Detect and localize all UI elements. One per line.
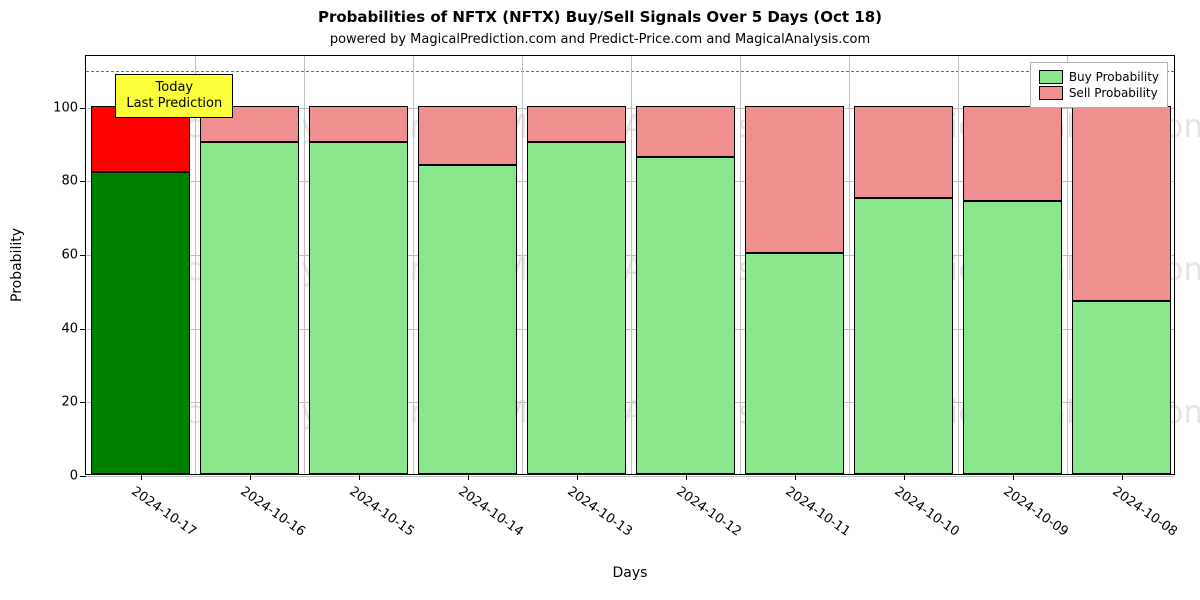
gridline-vertical <box>631 56 632 474</box>
bar-stack <box>1072 106 1170 474</box>
legend-swatch <box>1039 86 1063 100</box>
legend-item: Buy Probability <box>1039 70 1159 84</box>
xtick-label: 2024-10-10 <box>891 484 962 540</box>
xtick-label: 2024-10-12 <box>673 484 744 540</box>
bar-stack <box>854 106 952 474</box>
y-axis-label: Probability <box>9 228 25 302</box>
xtick-mark <box>904 474 905 480</box>
bar-segment-buy <box>636 157 734 474</box>
gridline-vertical <box>304 56 305 474</box>
xtick-mark <box>468 474 469 480</box>
bar-segment-buy <box>745 253 843 474</box>
bar-segment-sell <box>309 106 407 143</box>
gridline-vertical <box>195 56 196 474</box>
xtick-mark <box>1013 474 1014 480</box>
bar-segment-sell <box>745 106 843 253</box>
bar-stack <box>418 106 516 474</box>
ytick-label: 40 <box>36 321 86 336</box>
x-axis-label: Days <box>85 565 1175 581</box>
legend-label: Buy Probability <box>1069 70 1159 84</box>
xtick-mark <box>359 474 360 480</box>
bar-stack <box>200 106 298 474</box>
xtick-mark <box>1122 474 1123 480</box>
bar-segment-buy <box>309 142 407 474</box>
xtick-mark <box>577 474 578 480</box>
chart-container: Probabilities of NFTX (NFTX) Buy/Sell Si… <box>0 0 1200 600</box>
bar-segment-buy <box>963 201 1061 474</box>
callout-line-2: Last Prediction <box>126 96 222 112</box>
bar-segment-buy <box>91 172 189 474</box>
ytick-label: 100 <box>36 100 86 115</box>
bar-stack <box>91 106 189 474</box>
plot-area: MagicalAnalysis.comMagicalAnalysis.comMa… <box>85 55 1175 475</box>
gridline-vertical <box>522 56 523 474</box>
bar-segment-buy <box>527 142 625 474</box>
bar-segment-sell <box>1072 106 1170 301</box>
bar-segment-sell <box>418 106 516 165</box>
gridline-vertical <box>1067 56 1068 474</box>
xtick-mark <box>141 474 142 480</box>
xtick-label: 2024-10-09 <box>1000 484 1071 540</box>
bar-stack <box>745 106 843 474</box>
reference-line <box>86 71 1174 72</box>
legend-swatch <box>1039 70 1063 84</box>
bar-segment-buy <box>854 198 952 474</box>
bar-stack <box>527 106 625 474</box>
ytick-label: 0 <box>36 469 86 484</box>
bar-stack <box>309 106 407 474</box>
legend-label: Sell Probability <box>1069 86 1158 100</box>
xtick-label: 2024-10-13 <box>564 484 635 540</box>
ytick-label: 20 <box>36 395 86 410</box>
callout-line-1: Today <box>126 80 222 96</box>
gridline-vertical <box>849 56 850 474</box>
bar-segment-sell <box>854 106 952 198</box>
bar-segment-buy <box>200 142 298 474</box>
bar-segment-buy <box>1072 301 1170 474</box>
xtick-mark <box>686 474 687 480</box>
xtick-label: 2024-10-17 <box>128 484 199 540</box>
bar-stack <box>636 106 734 474</box>
xtick-mark <box>250 474 251 480</box>
xtick-label: 2024-10-14 <box>455 484 526 540</box>
xtick-label: 2024-10-08 <box>1109 484 1180 540</box>
ytick-label: 60 <box>36 247 86 262</box>
legend-item: Sell Probability <box>1039 86 1159 100</box>
bar-segment-sell <box>527 106 625 143</box>
bar-segment-sell <box>963 106 1061 202</box>
chart-subtitle: powered by MagicalPrediction.com and Pre… <box>0 32 1200 47</box>
xtick-label: 2024-10-15 <box>346 484 417 540</box>
gridline-vertical <box>413 56 414 474</box>
xtick-mark <box>795 474 796 480</box>
bar-stack <box>963 106 1061 474</box>
bar-segment-buy <box>418 165 516 474</box>
gridline-vertical <box>958 56 959 474</box>
ytick-label: 80 <box>36 174 86 189</box>
today-callout: TodayLast Prediction <box>115 74 233 117</box>
legend: Buy Probability Sell Probability <box>1030 62 1168 108</box>
xtick-label: 2024-10-11 <box>782 484 853 540</box>
chart-title: Probabilities of NFTX (NFTX) Buy/Sell Si… <box>0 8 1200 26</box>
bar-segment-sell <box>636 106 734 158</box>
xtick-label: 2024-10-16 <box>237 484 308 540</box>
gridline-vertical <box>740 56 741 474</box>
